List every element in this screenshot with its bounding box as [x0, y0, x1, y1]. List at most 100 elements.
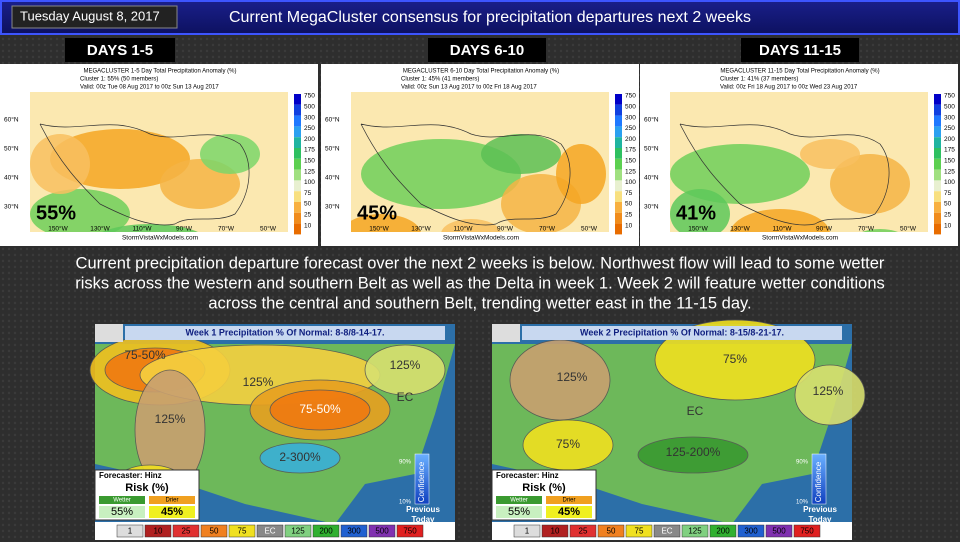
forecaster: Forecaster: Hinz: [496, 471, 559, 480]
colorbar-cell: [934, 137, 941, 148]
map-title: MEGACLUSTER 1-5 Day Total Precipitation …: [84, 69, 237, 75]
scale-cell: [312, 524, 340, 538]
lon-label: 70°W: [858, 225, 875, 233]
colorbar-cell: [615, 202, 622, 213]
colorbar-label: 250: [944, 125, 955, 132]
colorbar-cell: [615, 94, 622, 105]
colorbar-label: 25: [304, 212, 312, 219]
drier-cell: [546, 506, 592, 518]
scale-cell: [228, 524, 256, 538]
anomaly-area: [730, 209, 830, 232]
scale-cell: [396, 524, 424, 538]
outlook-area: [269, 389, 371, 431]
colorbar-cell: [934, 94, 941, 105]
map-cluster: Cluster 1: 55% (50 members): [80, 77, 158, 83]
wetter-head: [496, 496, 542, 504]
lat-label: 30°N: [4, 203, 19, 211]
lat-label: 60°N: [325, 116, 340, 124]
colorbar-label: 75: [944, 190, 952, 197]
colorbar-label: 75: [304, 190, 312, 197]
date-box: [11, 5, 178, 29]
colorbar-label: 200: [944, 136, 955, 143]
colorbar-label: 300: [625, 114, 636, 121]
scale-label: 75: [635, 527, 644, 536]
colorbar-cell: [934, 158, 941, 170]
confidence: Confidence: [417, 461, 426, 502]
colorbar-label: 300: [304, 114, 315, 121]
lat-label: 50°N: [325, 145, 340, 153]
map-cluster: Cluster 1: 45% (41 members): [401, 77, 479, 83]
scale-label: 750: [800, 527, 814, 536]
colorbar-label: 150: [944, 158, 955, 165]
logo: [492, 324, 520, 342]
colorbar-cell: [615, 148, 622, 159]
scale-cell: [597, 524, 625, 538]
colorbar-label: 125: [625, 168, 636, 175]
scale-label: 750: [403, 527, 417, 536]
colorbar-label: 100: [944, 179, 955, 186]
outlook-label: 125%: [155, 412, 186, 426]
colorbar-label: 10: [625, 222, 633, 229]
scale-cell: [256, 524, 284, 538]
scale-cell: [144, 524, 172, 538]
colorbar-label: 300: [944, 114, 955, 121]
colorbar-label: 75: [625, 190, 633, 197]
colorbar-cell: [934, 126, 941, 138]
colorbar-label: 50: [304, 201, 312, 208]
summary-line: across the central and southern Belt, tr…: [208, 294, 751, 312]
panel-label-box: [65, 38, 175, 62]
wetter-cell: [496, 506, 542, 518]
summary-line: Current precipitation departure forecast…: [76, 254, 885, 272]
outlook-label: 125%: [243, 375, 274, 389]
lon-label: 90°W: [816, 225, 833, 233]
colorbar-cell: [294, 169, 301, 181]
outlook-area: [637, 436, 749, 474]
panel-label: DAYS 1-5: [87, 42, 153, 59]
colorbar-label: 50: [625, 201, 633, 208]
scale-label: 75: [238, 527, 247, 536]
outlook-title: Week 1 Precipitation % Of Normal: 8-8/8-…: [186, 327, 385, 337]
scale-cell: [625, 524, 653, 538]
wetter-risk: 55%: [508, 506, 530, 518]
lon-label: 90°W: [497, 225, 514, 233]
outlook-label: 125%: [813, 384, 844, 398]
drier-label: Drier: [166, 498, 179, 504]
anomaly-area: [481, 134, 561, 174]
colorbar-label: 25: [944, 212, 952, 219]
colorbar-label: 150: [625, 158, 636, 165]
colorbar-cell: [934, 169, 941, 181]
panel-label: DAYS 6-10: [450, 42, 525, 59]
cluster-map: MEGACLUSTER 1-5 Day Total Precipitation …: [0, 64, 318, 246]
scale-label: 1: [525, 527, 530, 536]
map-credit: StormVistaWxModels.com: [443, 235, 519, 242]
colorbar-cell: [934, 212, 941, 224]
lat-label: 40°N: [644, 174, 659, 182]
colorbar-cell: [934, 148, 941, 159]
colorbar-cell: [934, 223, 941, 235]
risk-title: Risk (%): [125, 482, 169, 494]
colorbar-label: 250: [304, 125, 315, 132]
colorbar-cell: [294, 148, 301, 159]
outlook-label: 125-200%: [666, 445, 721, 459]
wetter-cell: [99, 506, 145, 518]
scale-cell: [709, 524, 737, 538]
colorbar-label: 125: [944, 168, 955, 175]
scale-label: 200: [716, 527, 730, 536]
drier-risk: 45%: [161, 506, 183, 518]
colorbar-cell: [615, 126, 622, 138]
wetter-risk: 55%: [111, 506, 133, 518]
colorbar-cell: [294, 104, 301, 116]
cluster-map: MEGACLUSTER 6-10 Day Total Precipitation…: [321, 64, 639, 246]
coastline: [39, 123, 250, 226]
scale-label: 300: [347, 527, 361, 536]
colorbar-label: 500: [304, 104, 315, 111]
lon-label: 150°W: [48, 225, 68, 233]
panel-label: DAYS 11-15: [759, 42, 841, 59]
drier-label: Drier: [563, 498, 576, 504]
wetter-label: Wetter: [510, 498, 528, 504]
colorbar-cell: [294, 137, 301, 148]
outlook-label: 75-50%: [299, 402, 341, 416]
lon-label: 110°W: [132, 225, 152, 233]
colorbar-cell: [615, 137, 622, 148]
lon-label: 110°W: [453, 225, 473, 233]
